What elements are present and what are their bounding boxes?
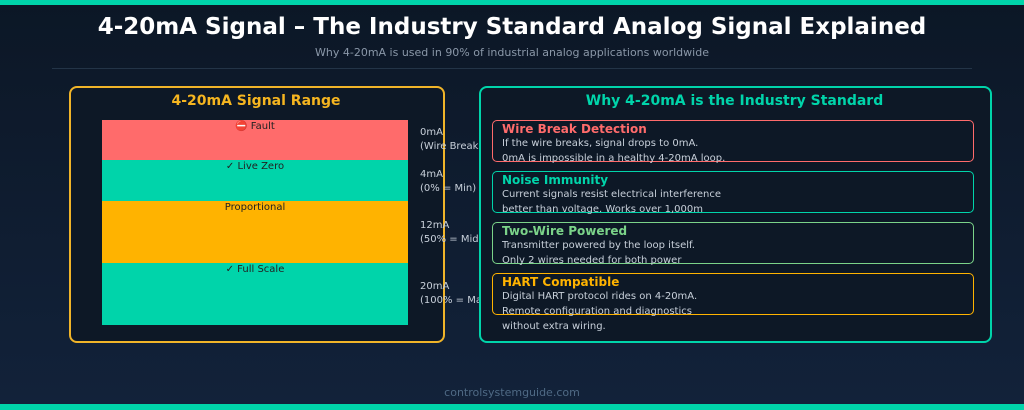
card-text: Transmitter powered by the loop itself. (502, 240, 695, 251)
level-meaning: (100% = Max) (420, 295, 492, 306)
card-heading: Wire Break Detection (502, 122, 647, 136)
level-meaning: (Wire Break) (420, 141, 483, 152)
panel-title: Why 4-20mA is the Industry Standard (585, 93, 884, 109)
feature-card: Two-Wire Powered Transmitter powered by t… (492, 222, 974, 266)
card-text: Current signals resist electrical interf… (502, 189, 722, 200)
feature-card: Wire Break Detection If the wire breaks, … (492, 120, 974, 164)
card-heading: HART Compatible (502, 275, 620, 289)
card-text: Only 2 wires needed for both power (502, 255, 682, 266)
level-label: 0mA (Wire Break) (420, 126, 482, 154)
signal-band: Proportional (102, 201, 408, 263)
top-bar (0, 0, 1024, 5)
level-meaning: (0% = Min) (420, 183, 477, 194)
level-label: 12mA (50% = Mid) (420, 219, 483, 247)
level-label: 4mA (0% = Min) (420, 168, 476, 196)
card-heading: Two-Wire Powered (502, 224, 628, 238)
level-current: 20mA (420, 281, 450, 292)
card-text: Remote configuration and diagnostics (502, 306, 692, 317)
level-meaning: (50% = Mid) (420, 234, 483, 245)
panel-title: 4-20mA Signal Range (171, 93, 341, 109)
level-current: 0mA (420, 127, 443, 138)
bottom-bar (0, 404, 1024, 410)
signal-band: ✓ Full Scale (102, 263, 408, 325)
signal-band: ⛔ Fault (102, 120, 408, 160)
divider (52, 68, 972, 69)
signal-band: ✓ Live Zero (102, 160, 408, 201)
subtitle: Why 4-20mA is used in 90% of industrial … (315, 46, 709, 59)
level-current: 4mA (420, 169, 443, 180)
level-current: 12mA (420, 220, 450, 231)
standard-panel (479, 86, 992, 343)
title: 4-20mA Signal – The Industry Standard An… (97, 14, 927, 40)
level-label: 20mA (100% = Max) (420, 280, 492, 308)
card-text: Digital HART protocol rides on 4-20mA. (502, 291, 698, 302)
feature-card: Noise Immunity Current signals resist ele… (492, 171, 974, 215)
card-text: better than voltage. Works over 1,000m (502, 204, 703, 215)
card-heading: Noise Immunity (502, 173, 609, 187)
feature-card: HART Compatible Digital HART protocol rid… (492, 273, 974, 332)
card-text: without extra wiring. (502, 321, 606, 332)
footer: controlsystemguide.com (444, 386, 580, 399)
card-text: 0mA is impossible in a healthy 4-20mA lo… (502, 153, 726, 164)
card-text: If the wire breaks, signal drops to 0mA. (502, 138, 699, 149)
